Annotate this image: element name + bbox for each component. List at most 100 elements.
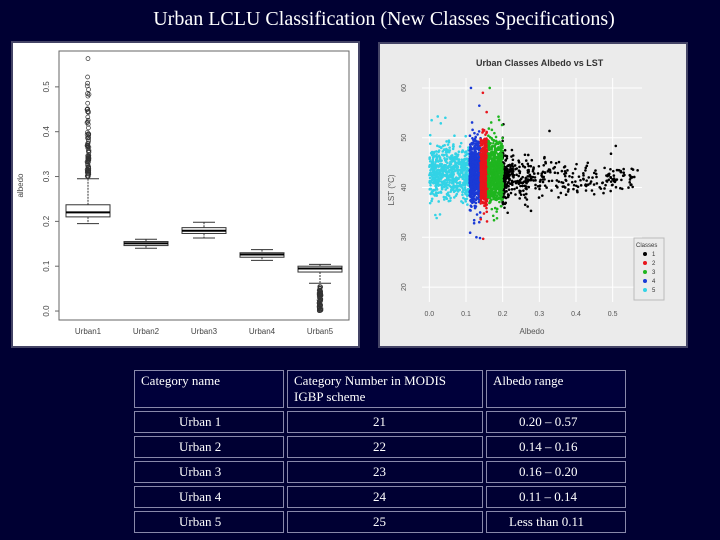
scatter-point [594, 169, 597, 172]
scatter-point [628, 173, 632, 177]
scatter-point [470, 151, 473, 154]
scatter-point [523, 153, 527, 157]
scatter-point [470, 153, 474, 157]
outlier-point [316, 290, 322, 296]
scatter-point [487, 161, 491, 165]
scatter-point [445, 153, 448, 157]
scatter-point [515, 180, 519, 183]
scatter-point [433, 180, 437, 184]
scatter-point [579, 184, 583, 187]
scatter-point [447, 199, 451, 203]
scatter-point [471, 190, 475, 193]
scatter-point [487, 171, 491, 174]
cell-albedo-range: 0.20 – 0.57 [486, 411, 626, 433]
cell-category-number: 23 [287, 461, 483, 483]
scatter-point [491, 180, 494, 184]
outliers [84, 56, 92, 179]
scatter-point [526, 162, 530, 166]
scatter-point [480, 176, 483, 180]
scatter-point [501, 200, 505, 204]
scatter-point [491, 144, 494, 148]
scatter-point [549, 161, 553, 164]
scatter-point [481, 131, 484, 134]
scatter-point [514, 193, 517, 196]
scatter-point [540, 194, 544, 197]
outlier-point [85, 93, 91, 99]
scatter-point [482, 146, 486, 149]
legend-swatch [643, 288, 647, 292]
legend-box [633, 237, 665, 301]
scatter-point [574, 180, 577, 183]
scatter-point [584, 189, 588, 192]
scatter-point [436, 144, 439, 148]
scatter-point [449, 156, 453, 159]
scatter-point [537, 164, 541, 168]
scatter-point [445, 140, 448, 143]
outlier-point [85, 173, 91, 179]
scatter-point [489, 141, 492, 145]
scatter-point [483, 198, 486, 201]
scatter-point [487, 139, 491, 143]
scatter-point [428, 201, 432, 205]
cell-albedo-range: Less than 0.11 [486, 511, 626, 533]
scatter-point [483, 163, 487, 166]
header-category-number: Category Number in MODIS IGBP scheme [287, 370, 483, 408]
outlier-point [86, 125, 91, 131]
scatter-point [454, 194, 458, 197]
scatter-point [475, 213, 479, 216]
legend-entry-label: 1 [652, 252, 656, 258]
scatter-point [437, 191, 440, 194]
scatter-point [536, 172, 540, 175]
outlier-point [85, 121, 91, 127]
scatter-point [577, 175, 581, 178]
scatter-point [442, 195, 446, 199]
scatter-point [489, 198, 493, 202]
scatter-point [492, 139, 496, 143]
scatter-point [499, 159, 503, 163]
scatter-point [510, 155, 513, 158]
scatter-point [480, 166, 483, 169]
scatter-point [481, 91, 485, 95]
cell-category-number: 22 [287, 436, 483, 458]
scatter-point [484, 171, 487, 175]
scatter-point [483, 151, 486, 154]
scatter-point [540, 172, 544, 175]
box-urban2 [123, 238, 169, 249]
series-4 [468, 86, 482, 240]
x-tick-label: 0.1 [461, 311, 471, 318]
scatter-point [488, 86, 492, 90]
scatter-point [574, 167, 577, 171]
outlier-point [317, 306, 322, 311]
scatter-point [431, 159, 434, 163]
table-row: Urban 2 22 0.14 – 0.16 [134, 436, 626, 458]
scatter-point [532, 172, 536, 175]
scatter-point [543, 171, 547, 175]
scatter-point [504, 176, 508, 179]
albedo-lst-scatter-panel: Urban Classes Albedo vs LST 0.0 0.1 0.2 0.3 0… [378, 42, 688, 348]
albedo-boxplot-panel: 0.0 0.1 0.2 0.3 0.4 0.5 albedo Urban1 Urban2 Urba… [11, 41, 360, 348]
scatter-point [435, 156, 439, 160]
scatter-point [487, 176, 491, 180]
scatter-point [475, 140, 479, 143]
cell-category-name: Urban 1 [134, 411, 284, 433]
scatter-point [567, 183, 570, 186]
scatter-point [524, 176, 528, 180]
scatter-point [514, 167, 517, 171]
scatter-point [603, 187, 606, 190]
scatter-point [491, 154, 495, 157]
scatter-point [482, 167, 485, 171]
scatter-point [562, 165, 566, 169]
scatter-point [595, 175, 598, 179]
scatter-point [614, 179, 617, 182]
scatter-point [482, 212, 486, 215]
albedo-boxplot: 0.0 0.1 0.2 0.3 0.4 0.5 albedo Urban1 Urban2 Urba… [16, 50, 350, 336]
scatter-point [462, 196, 465, 200]
scatter-point [468, 231, 472, 235]
scatter-point [472, 221, 476, 225]
scatter-point [469, 180, 473, 183]
scatter-point [605, 179, 608, 183]
scatter-point [609, 175, 612, 179]
scatter-point [592, 183, 596, 186]
legend-swatch [643, 252, 647, 256]
scatter-point [441, 150, 445, 153]
